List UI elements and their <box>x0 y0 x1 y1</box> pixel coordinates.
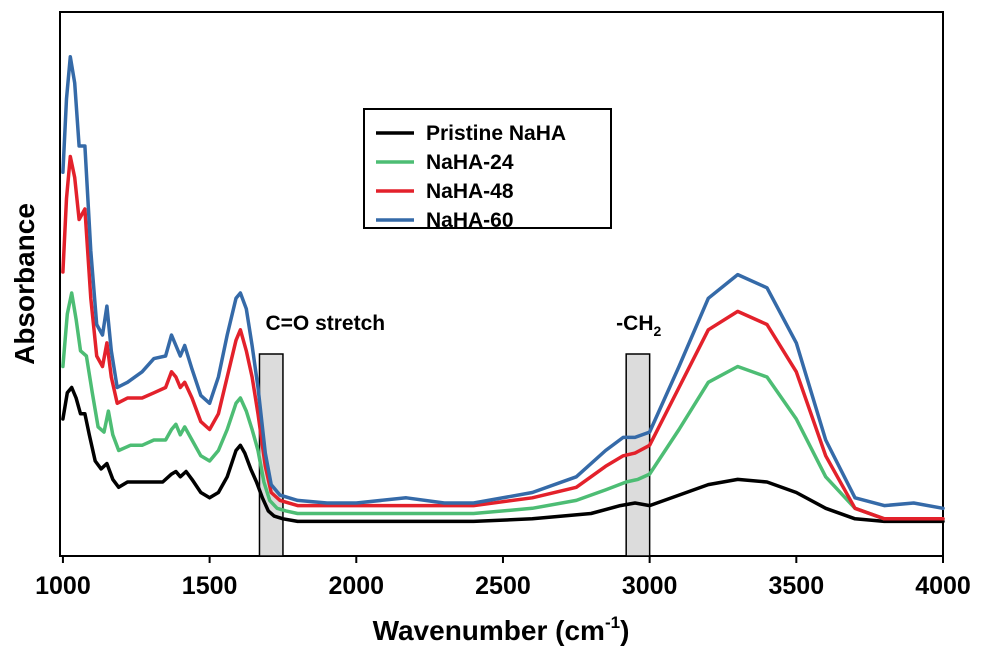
legend-label-0: Pristine NaHA <box>426 122 566 145</box>
annotation-label-0: C=O stretch <box>265 312 385 335</box>
annotation-label-1: -CH2 <box>616 312 661 339</box>
series-line-0 <box>61 385 945 524</box>
series-line-2 <box>61 154 945 521</box>
x-tick-label-6: 4000 <box>915 572 971 600</box>
series-line-1 <box>61 291 945 521</box>
x-tick-label-3: 2500 <box>475 572 531 600</box>
plot-frame <box>59 11 944 557</box>
x-tick-label-4: 3000 <box>622 572 678 600</box>
x-tick-label-1: 1500 <box>182 572 238 600</box>
legend-label-1: NaHA-24 <box>426 151 514 174</box>
y-axis-title: Absorbance <box>9 203 40 365</box>
legend-box <box>363 108 612 229</box>
x-tick-label-0: 1000 <box>35 572 91 600</box>
legend-label-2: NaHA-48 <box>426 180 514 203</box>
x-axis-title: Wavenumber (cm-1) <box>373 613 630 646</box>
legend: Pristine NaHA NaHA-24 NaHA-48 NaHA-60 <box>363 108 612 232</box>
x-tick-label-2: 2000 <box>328 572 384 600</box>
legend-label-3: NaHA-60 <box>426 209 514 232</box>
series-line-3 <box>61 55 945 511</box>
x-tick-label-5: 3500 <box>769 572 825 600</box>
